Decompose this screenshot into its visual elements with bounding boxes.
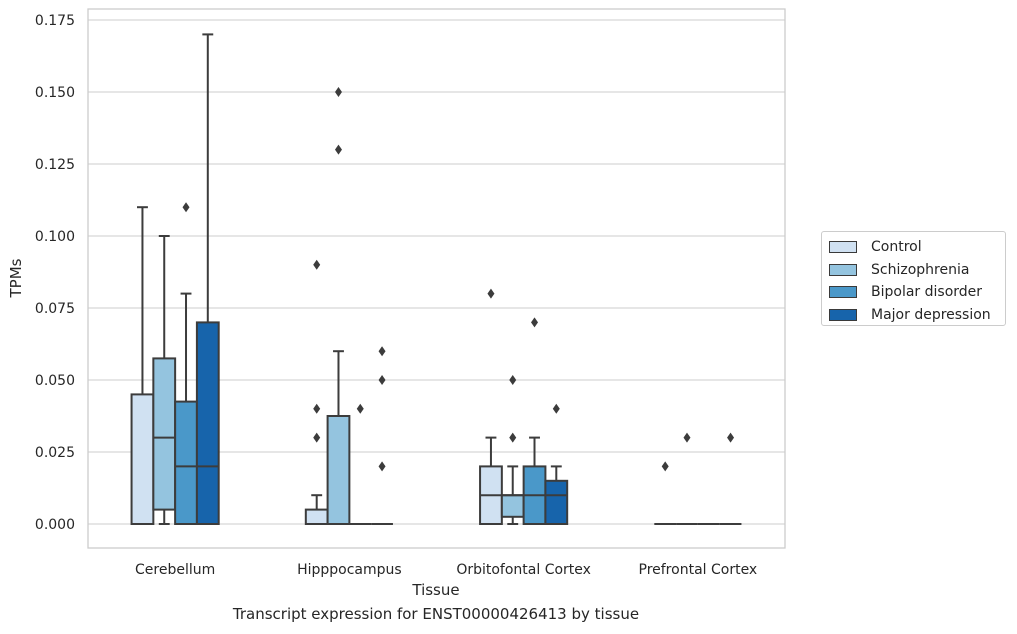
box-iqr <box>174 400 198 526</box>
box-control <box>654 461 677 525</box>
outlier-point <box>356 403 364 414</box>
box-iqr <box>152 357 177 511</box>
box-iqr <box>195 321 220 525</box>
legend-label: Major depression <box>871 306 991 323</box>
box-bipolar-disorder <box>349 403 372 525</box>
chart-caption: Transcript expression for ENST0000042641… <box>232 605 640 623</box>
outlier-point <box>509 432 517 443</box>
box-control <box>304 259 329 526</box>
box-control <box>479 288 503 525</box>
outlier-point <box>313 259 321 270</box>
box-schizophrenia <box>500 375 525 525</box>
y-tick-label: 0.150 <box>35 85 75 101</box>
outlier-point <box>487 288 495 299</box>
legend-label: Control <box>871 239 922 256</box>
box-major-depression <box>544 403 569 525</box>
box-iqr <box>500 494 525 518</box>
legend-item: Control <box>828 236 1005 259</box>
boxes-layer <box>130 33 742 526</box>
legend-item: Bipolar disorder <box>828 281 1005 304</box>
outlier-point <box>661 461 669 472</box>
x-axis-label: Tissue <box>411 581 459 599</box>
outlier-point <box>552 403 560 414</box>
y-tick-label: 0.025 <box>35 445 75 461</box>
outlier-point <box>378 346 386 357</box>
legend-swatch <box>829 241 857 254</box>
box-bipolar-disorder <box>174 202 198 526</box>
y-tick-label: 0.000 <box>35 517 75 533</box>
x-tick-label: Cerebellum <box>135 562 215 578</box>
outlier-point <box>727 432 735 443</box>
outlier-point <box>334 87 342 97</box>
legend-item: Schizophrenia <box>828 259 1005 282</box>
plot-frame <box>87 8 786 549</box>
box-major-depression <box>371 346 393 525</box>
x-tick-label: Orbitofontal Cortex <box>456 562 591 578</box>
y-tick-label: 0.050 <box>35 373 75 389</box>
outlier-point <box>531 317 539 328</box>
outlier-point <box>182 202 190 213</box>
axes-border <box>87 8 786 549</box>
box-major-depression <box>719 432 742 525</box>
x-axis-ticks: Cerebellum Hipppocampus Orbitofontal Corte… <box>135 562 757 578</box>
y-tick-label: 0.100 <box>35 229 75 245</box>
box-iqr <box>130 393 155 525</box>
outlier-point <box>378 375 386 385</box>
x-tick-label: Hipppocampus <box>297 562 402 578</box>
legend-label: Bipolar disorder <box>871 284 983 301</box>
box-control <box>130 206 155 525</box>
outlier-point <box>334 144 342 155</box>
legend: Control Schizophrenia Bipolar disorder Majo… <box>821 231 1006 326</box>
box-bipolar-disorder <box>522 317 547 525</box>
y-tick-label: 0.075 <box>35 301 75 317</box>
y-tick-label: 0.125 <box>35 157 75 173</box>
y-axis-ticks: 0.000 0.025 0.050 0.075 0.100 0.125 0.150 0.175 <box>35 13 75 533</box>
outlier-point <box>378 461 386 472</box>
box-iqr <box>304 508 329 526</box>
legend-swatch <box>829 263 857 276</box>
outlier-point <box>313 403 321 414</box>
outlier-point <box>683 432 691 443</box>
legend-swatch <box>829 308 857 321</box>
x-tick-label: Prefrontal Cortex <box>639 562 758 578</box>
box-major-depression <box>195 33 220 525</box>
y-axis-label: TPMs <box>7 258 25 298</box>
outlier-point <box>509 375 517 385</box>
legend-label: Schizophrenia <box>871 261 970 278</box>
box-iqr <box>326 415 351 525</box>
box-iqr <box>544 479 569 525</box>
legend-item: Major depression <box>828 304 1005 327</box>
box-schizophrenia <box>326 87 351 525</box>
box-schizophrenia <box>152 235 177 525</box>
outlier-point <box>313 432 321 443</box>
y-tick-label: 0.175 <box>35 13 75 29</box>
legend-swatch <box>829 286 857 299</box>
box-schizophrenia <box>676 432 698 525</box>
